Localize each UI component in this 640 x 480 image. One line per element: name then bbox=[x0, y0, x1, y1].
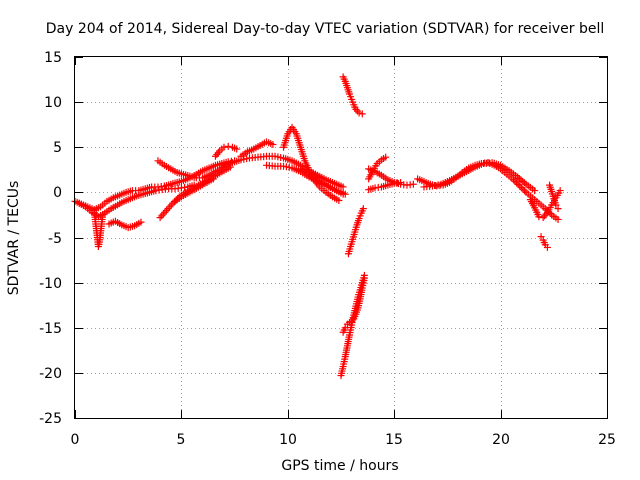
data-point bbox=[360, 274, 368, 282]
data-point bbox=[556, 187, 564, 195]
data-points bbox=[71, 73, 564, 380]
y-tick-label: 5 bbox=[53, 140, 62, 156]
data-point bbox=[535, 213, 543, 221]
y-axis-tick-labels: 15 10 5 0 -5 -10 -15 -20 -25 bbox=[39, 50, 62, 427]
data-point bbox=[516, 182, 524, 190]
x-tick-label: 25 bbox=[598, 432, 616, 448]
data-point bbox=[303, 169, 311, 177]
y-tick-label: 0 bbox=[53, 185, 62, 201]
data-point bbox=[167, 201, 175, 209]
data-point bbox=[233, 145, 241, 153]
y-tick-label: -20 bbox=[39, 366, 62, 382]
y-tick-label: 15 bbox=[44, 50, 62, 66]
data-point bbox=[156, 214, 164, 222]
data-point bbox=[511, 177, 519, 185]
data-point bbox=[355, 109, 363, 117]
y-tick-label: -15 bbox=[39, 321, 62, 337]
data-point bbox=[514, 180, 522, 188]
y-tick-label: 10 bbox=[44, 95, 62, 111]
data-point bbox=[341, 190, 349, 198]
plot-frame bbox=[74, 56, 608, 419]
data-point bbox=[554, 215, 562, 223]
grid-lines bbox=[75, 57, 607, 418]
data-point bbox=[158, 212, 166, 220]
data-point bbox=[397, 178, 405, 186]
x-tick-label: 10 bbox=[279, 432, 297, 448]
x-tick-label: 20 bbox=[492, 432, 510, 448]
data-point bbox=[164, 205, 172, 213]
data-point bbox=[519, 185, 527, 193]
data-point bbox=[509, 176, 517, 184]
data-point bbox=[513, 179, 521, 187]
x-tick-label: 15 bbox=[385, 432, 403, 448]
data-point bbox=[554, 205, 562, 213]
data-point bbox=[335, 196, 343, 204]
y-axis-title: SDTVAR / TECUs bbox=[6, 181, 22, 296]
data-point bbox=[341, 324, 349, 332]
data-point bbox=[269, 141, 277, 149]
data-point bbox=[159, 210, 167, 218]
data-point bbox=[552, 201, 560, 209]
data-point bbox=[220, 143, 228, 151]
data-point bbox=[358, 110, 366, 118]
chart-title: Day 204 of 2014, Sidereal Day-to-day VTE… bbox=[46, 21, 605, 37]
data-point bbox=[531, 187, 539, 195]
data-point bbox=[543, 243, 551, 251]
data-point bbox=[382, 153, 390, 161]
data-point bbox=[339, 183, 347, 191]
data-point bbox=[163, 206, 171, 214]
data-point bbox=[313, 173, 321, 181]
data-point bbox=[517, 184, 525, 192]
y-tick-label: -5 bbox=[48, 231, 62, 247]
data-point bbox=[314, 175, 322, 183]
data-point bbox=[209, 175, 217, 183]
data-point bbox=[520, 179, 528, 187]
x-tick-label: 5 bbox=[177, 432, 186, 448]
x-tick-label: 0 bbox=[71, 432, 80, 448]
y-tick-label: -25 bbox=[39, 411, 62, 427]
data-point bbox=[224, 142, 232, 150]
data-point bbox=[166, 203, 174, 211]
data-point bbox=[541, 205, 549, 213]
x-axis-title: GPS time / hours bbox=[281, 458, 398, 474]
x-axis-tick-labels: 0 5 10 15 20 25 bbox=[71, 432, 616, 448]
data-point bbox=[537, 233, 545, 241]
data-point bbox=[409, 180, 417, 188]
data-point bbox=[521, 187, 529, 195]
data-point bbox=[137, 218, 145, 226]
data-point bbox=[99, 211, 107, 219]
data-point bbox=[161, 208, 169, 216]
data-point bbox=[311, 172, 319, 180]
data-point bbox=[359, 205, 367, 213]
data-point bbox=[309, 170, 317, 178]
y-tick-label: -10 bbox=[39, 276, 62, 292]
